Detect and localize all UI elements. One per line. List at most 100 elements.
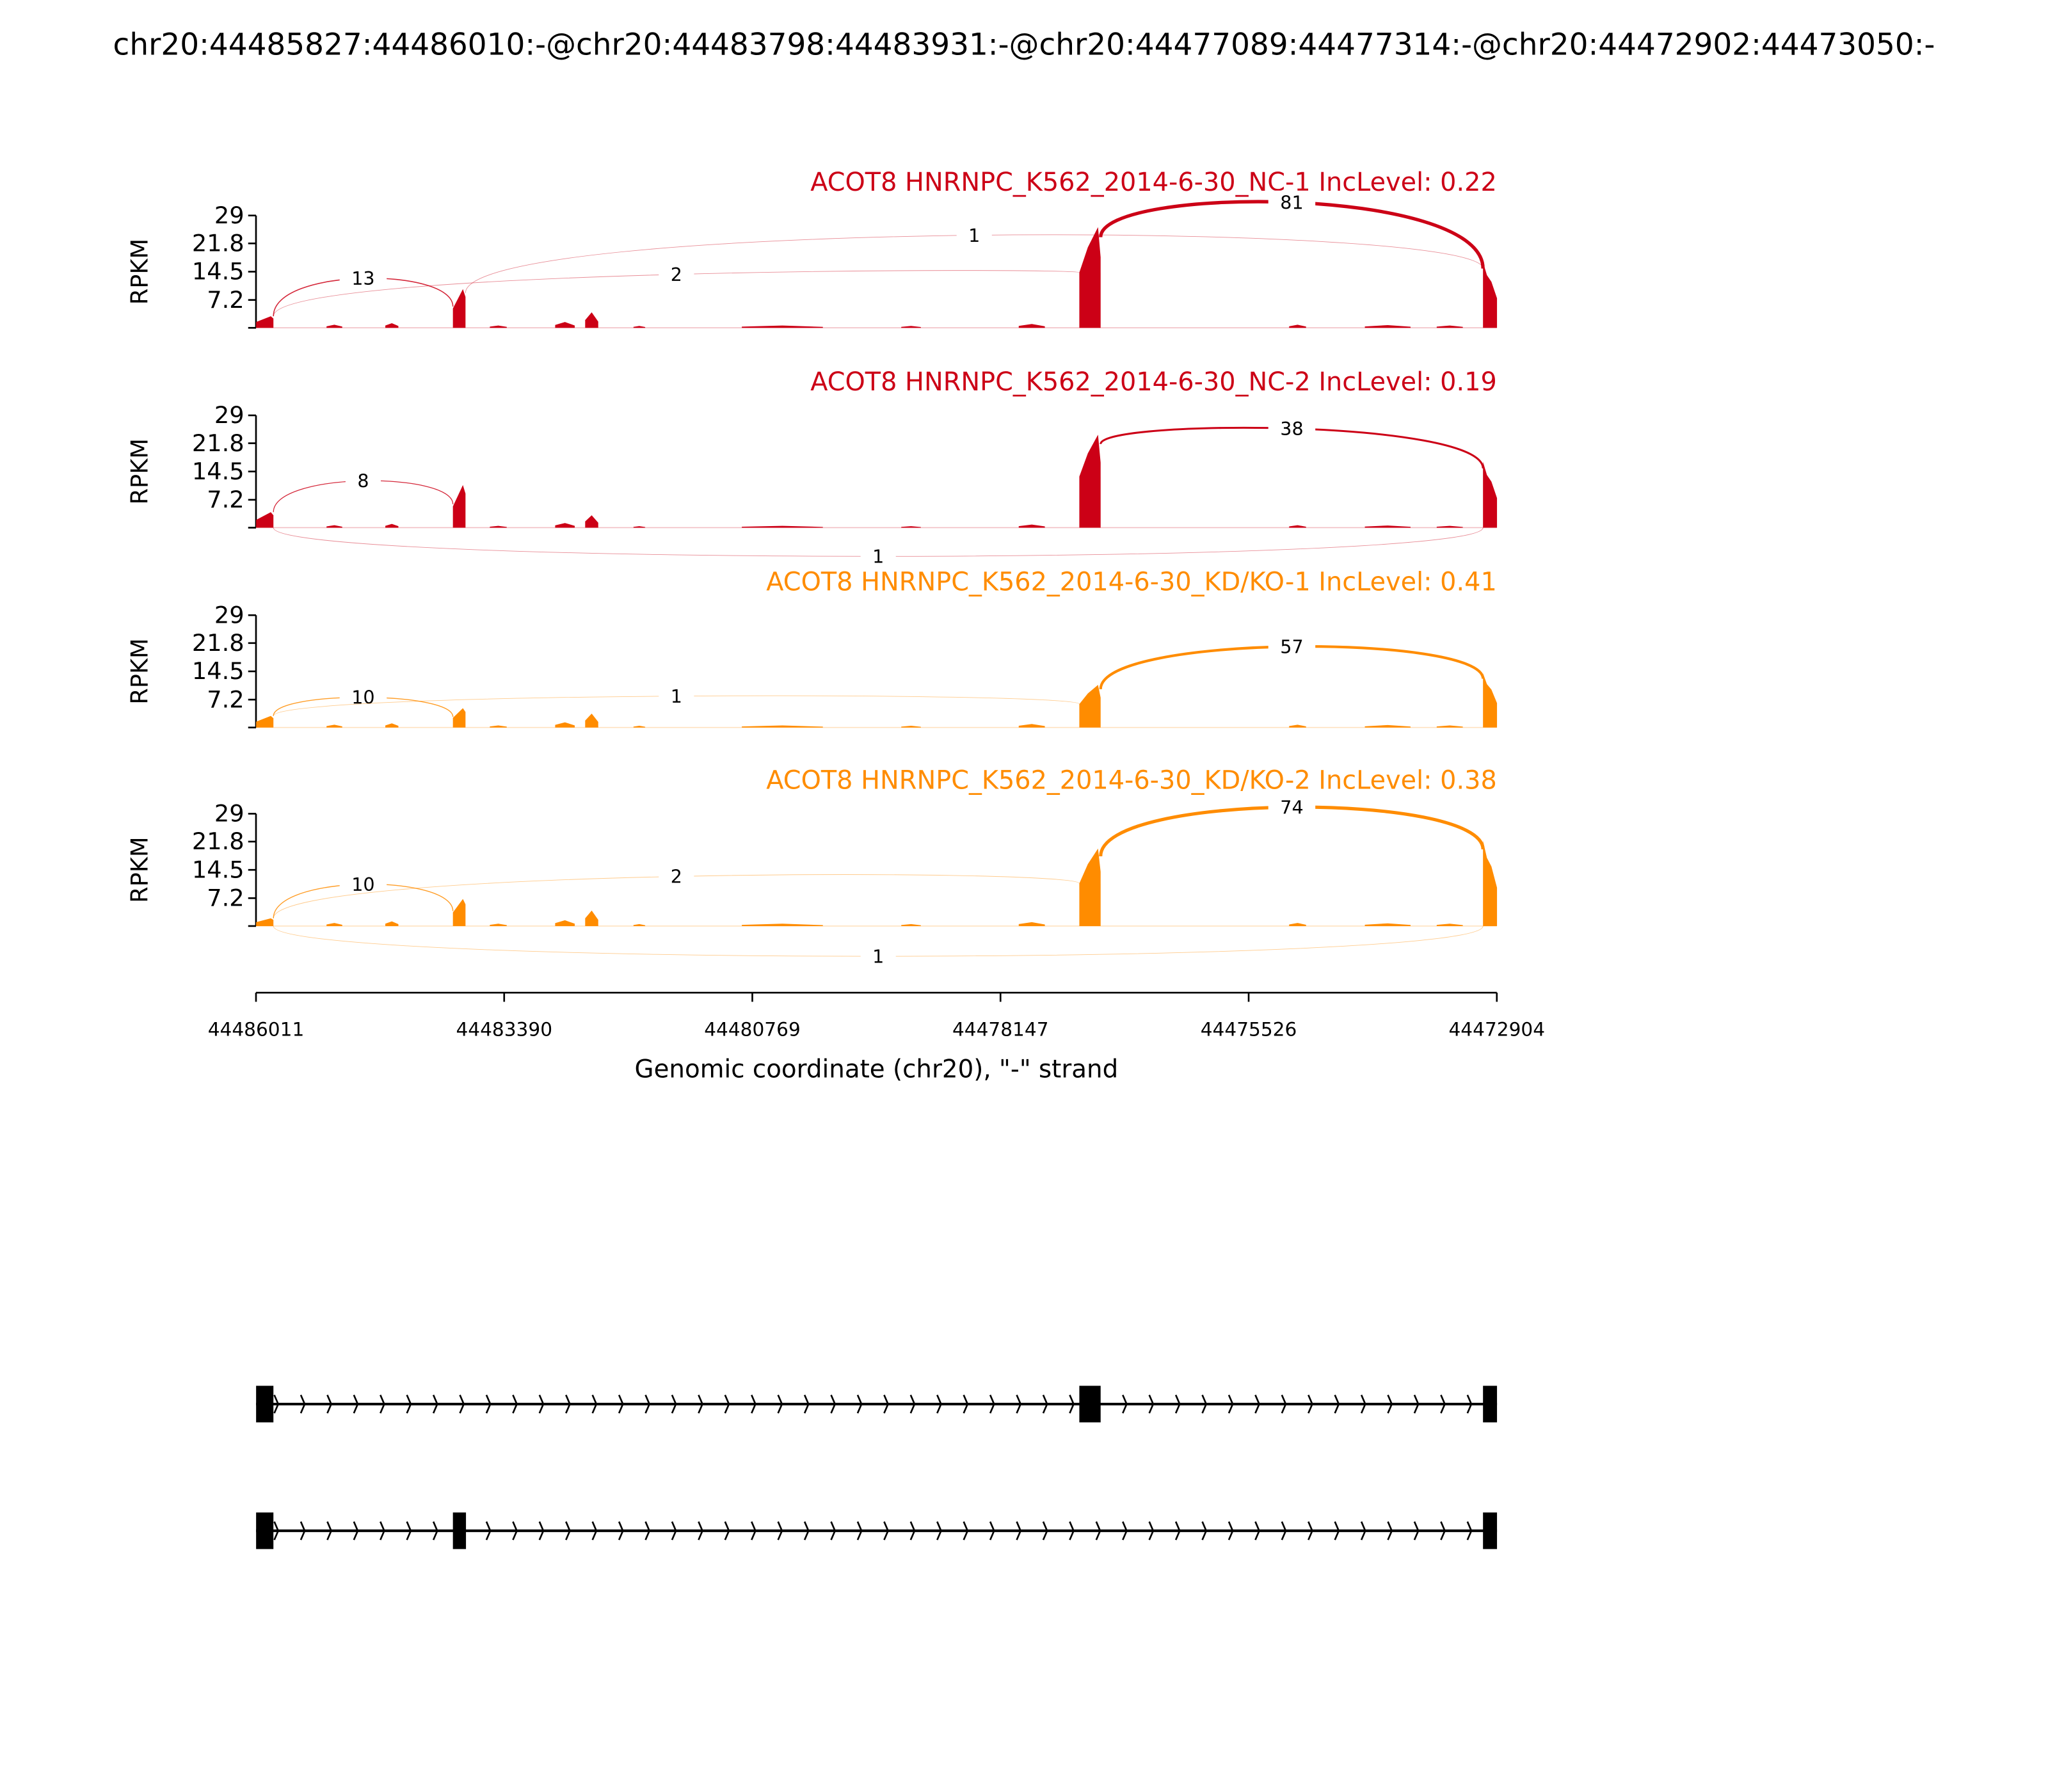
strand-chevron-icon bbox=[353, 1521, 359, 1540]
junction-label-bg bbox=[659, 262, 694, 287]
junction-label-bg bbox=[860, 944, 896, 968]
coverage-bump bbox=[326, 525, 342, 528]
x-tick-label: 44475526 bbox=[1201, 1018, 1297, 1040]
strand-chevron-icon bbox=[724, 1395, 730, 1414]
strand-chevron-icon bbox=[936, 1521, 942, 1540]
strand-chevron-icon bbox=[1254, 1395, 1260, 1414]
strand-chevron-icon bbox=[485, 1521, 492, 1540]
junction-count-label: 1 bbox=[968, 225, 980, 246]
strand-chevron-icon bbox=[803, 1521, 810, 1540]
exon-coverage bbox=[1079, 435, 1101, 528]
strand-chevron-icon bbox=[1281, 1521, 1287, 1540]
strand-chevron-icon bbox=[963, 1521, 969, 1540]
strand-chevron-icon bbox=[459, 1395, 465, 1414]
exon-coverage bbox=[1483, 461, 1498, 528]
strand-chevron-icon bbox=[1016, 1521, 1022, 1540]
x-axis-label: Genomic coordinate (chr20), "-" strand bbox=[635, 1055, 1119, 1084]
coverage-bump bbox=[742, 725, 823, 728]
coverage-bump bbox=[490, 725, 507, 728]
y-axis-label: RPKM bbox=[126, 836, 154, 902]
coverage-bump bbox=[1018, 324, 1045, 328]
coverage-bump bbox=[1289, 923, 1306, 926]
junction-label-bg bbox=[860, 544, 896, 568]
exon-coverage bbox=[1483, 673, 1498, 728]
strand-chevron-icon bbox=[273, 1521, 280, 1540]
strand-chevron-icon bbox=[1308, 1395, 1313, 1414]
exon-coverage bbox=[256, 716, 274, 728]
coverage-bump bbox=[1436, 725, 1463, 728]
strand-chevron-icon bbox=[1360, 1395, 1366, 1414]
strand-chevron-icon bbox=[1360, 1521, 1366, 1540]
y-tick-label: 21.8 bbox=[192, 828, 244, 855]
strand-chevron-icon bbox=[326, 1521, 332, 1540]
strand-chevron-icon bbox=[963, 1395, 969, 1414]
strand-chevron-icon bbox=[1174, 1395, 1181, 1414]
strand-chevron-icon bbox=[326, 1395, 332, 1414]
strand-chevron-icon bbox=[353, 1395, 359, 1414]
junction-label-bg bbox=[339, 685, 387, 709]
y-tick-label: 21.8 bbox=[192, 629, 244, 657]
strand-chevron-icon bbox=[1281, 1395, 1287, 1414]
strand-chevron-icon bbox=[1201, 1395, 1208, 1414]
sample-label: ACOT8 HNRNPC_K562_2014-6-30_KD/KO-1 IncL… bbox=[766, 567, 1496, 596]
coverage-bump bbox=[1436, 325, 1463, 328]
strand-chevron-icon bbox=[1095, 1521, 1101, 1540]
strand-chevron-icon bbox=[883, 1521, 889, 1540]
exon-coverage bbox=[1483, 840, 1498, 926]
strand-chevron-icon bbox=[538, 1521, 545, 1540]
y-tick-label: 21.8 bbox=[192, 429, 244, 457]
strand-chevron-icon bbox=[1148, 1395, 1155, 1414]
exon-block bbox=[1483, 1512, 1498, 1549]
exon-coverage bbox=[1079, 227, 1101, 328]
y-tick-label: 7.2 bbox=[207, 286, 244, 314]
coverage-bump bbox=[1018, 922, 1045, 926]
y-tick-label: 29 bbox=[214, 800, 244, 828]
strand-chevron-icon bbox=[989, 1395, 995, 1414]
strand-chevron-icon bbox=[1148, 1521, 1155, 1540]
strand-chevron-icon bbox=[1413, 1395, 1420, 1414]
y-tick-label: 14.5 bbox=[192, 657, 244, 685]
coverage-bump bbox=[385, 921, 399, 926]
strand-chevron-icon bbox=[273, 1395, 280, 1414]
strand-chevron-icon bbox=[856, 1395, 863, 1414]
junction-count-label: 74 bbox=[1280, 796, 1303, 818]
strand-chevron-icon bbox=[538, 1395, 545, 1414]
strand-chevron-icon bbox=[1387, 1521, 1393, 1540]
x-tick-label: 44483390 bbox=[456, 1018, 552, 1040]
junction-label-bg bbox=[956, 223, 992, 247]
strand-chevron-icon bbox=[644, 1395, 651, 1414]
coverage-bump bbox=[385, 323, 399, 328]
junction-count-label: 13 bbox=[351, 268, 374, 289]
coverage-bump bbox=[326, 923, 342, 926]
strand-chevron-icon bbox=[1440, 1521, 1446, 1540]
strand-chevron-icon bbox=[989, 1521, 995, 1540]
junction-count-label: 8 bbox=[357, 470, 369, 492]
coverage-bump bbox=[633, 326, 646, 328]
y-tick-label: 14.5 bbox=[192, 856, 244, 883]
junction-count-label: 1 bbox=[671, 685, 682, 707]
y-tick-label: 29 bbox=[214, 202, 244, 229]
junction-label-bg bbox=[1268, 795, 1316, 819]
coverage-bump bbox=[901, 924, 921, 926]
coverage-bump bbox=[585, 713, 598, 728]
coverage-bump bbox=[1436, 924, 1463, 926]
y-tick-label: 7.2 bbox=[207, 486, 244, 513]
y-tick-label: 7.2 bbox=[207, 884, 244, 912]
strand-chevron-icon bbox=[485, 1395, 492, 1414]
strand-chevron-icon bbox=[1334, 1395, 1340, 1414]
coverage-bump bbox=[385, 723, 399, 728]
strand-chevron-icon bbox=[618, 1395, 624, 1414]
strand-chevron-icon bbox=[512, 1521, 518, 1540]
coverage-bump bbox=[742, 924, 823, 926]
coverage-bump bbox=[742, 325, 823, 328]
coverage-bump bbox=[326, 324, 342, 328]
sample-panel: 7.214.521.829 RPKM ACOT8 HNRNPC_K562_2014-… bbox=[126, 168, 1498, 329]
y-tick-label: 29 bbox=[214, 601, 244, 628]
y-tick-label: 14.5 bbox=[192, 458, 244, 485]
exon-block bbox=[256, 1386, 274, 1423]
strand-chevron-icon bbox=[1069, 1521, 1075, 1540]
coverage-bump bbox=[326, 724, 342, 728]
strand-chevron-icon bbox=[803, 1395, 810, 1414]
y-tick-label: 21.8 bbox=[192, 230, 244, 257]
junction-count-label: 57 bbox=[1280, 636, 1303, 657]
